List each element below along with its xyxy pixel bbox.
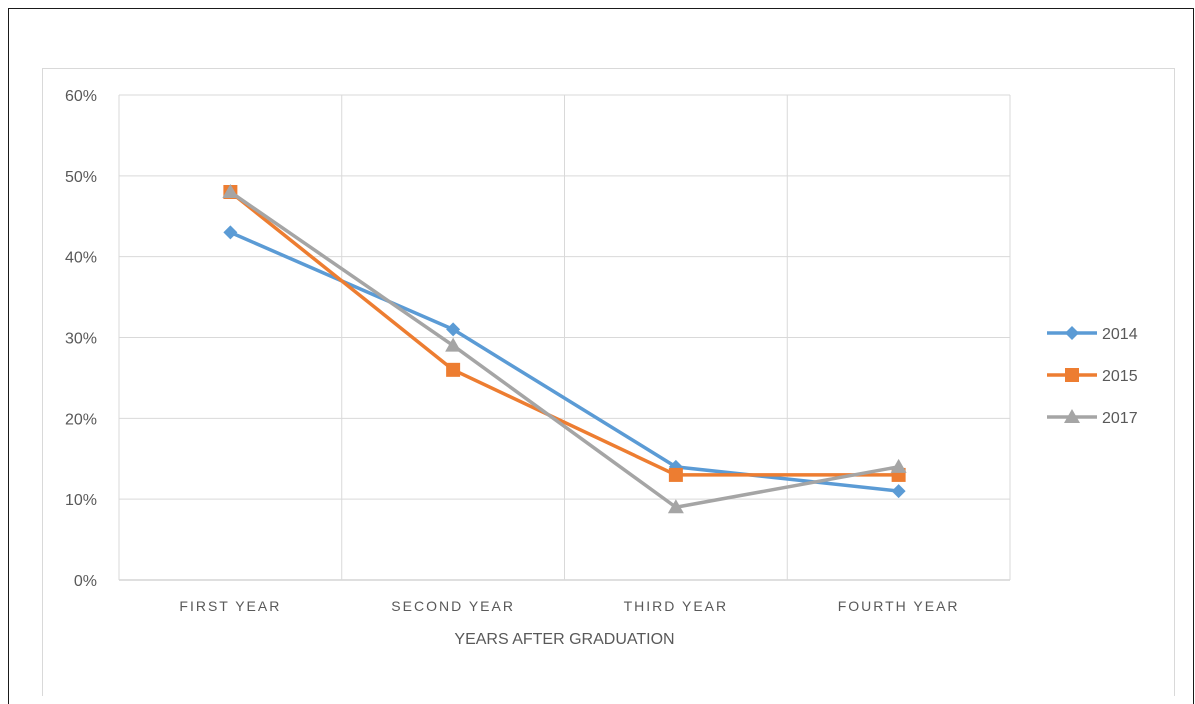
legend: 2014 2015 2017 bbox=[1047, 326, 1138, 427]
series-2017 bbox=[222, 184, 907, 514]
legend-item-2017: 2017 bbox=[1047, 409, 1138, 427]
y-axis-tick-labels: 0% 10% 20% 30% 40% 50% 60% bbox=[65, 88, 97, 590]
series-line bbox=[229, 190, 899, 477]
series-line bbox=[229, 190, 899, 509]
y-tick-label: 40% bbox=[65, 250, 97, 267]
data-point-triangle bbox=[1064, 409, 1080, 423]
data-point-square bbox=[668, 467, 683, 482]
legend-label: 2015 bbox=[1102, 368, 1138, 385]
gridlines bbox=[118, 94, 1011, 581]
y-tick-label: 0% bbox=[74, 573, 97, 590]
y-tick-label: 20% bbox=[65, 411, 97, 428]
data-point-diamond bbox=[223, 225, 238, 240]
figure-frame bbox=[8, 8, 1194, 704]
x-tick-label: FIRST YEAR bbox=[179, 598, 281, 614]
x-axis-title: YEARS AFTER GRADUATION bbox=[454, 631, 674, 648]
legend-label: 2014 bbox=[1102, 326, 1138, 343]
data-point-triangle bbox=[667, 499, 684, 514]
legend-item-2015: 2015 bbox=[1047, 368, 1138, 385]
data-point-triangle bbox=[890, 458, 907, 473]
data-point-triangle bbox=[222, 184, 239, 198]
legend-label: 2017 bbox=[1102, 410, 1138, 427]
data-point-square bbox=[1065, 368, 1079, 382]
y-tick-label: 10% bbox=[65, 492, 97, 509]
x-axis-tick-labels: FIRST YEAR SECOND YEAR THIRD YEAR FOURTH YE… bbox=[179, 598, 960, 614]
legend-item-2014: 2014 bbox=[1047, 326, 1138, 343]
x-tick-label: FOURTH YEAR bbox=[838, 598, 960, 614]
x-tick-label: SECOND YEAR bbox=[391, 598, 515, 614]
y-tick-label: 60% bbox=[65, 88, 97, 105]
chart-area bbox=[42, 68, 1175, 696]
series-2015 bbox=[223, 185, 906, 482]
data-point-diamond bbox=[446, 322, 461, 337]
series-group bbox=[222, 184, 907, 514]
data-point-square bbox=[446, 362, 461, 377]
data-point-triangle bbox=[445, 337, 462, 352]
data-point-diamond bbox=[1065, 326, 1079, 340]
data-point-diamond bbox=[891, 484, 906, 499]
y-tick-label: 30% bbox=[65, 331, 97, 348]
y-tick-label: 50% bbox=[65, 169, 97, 186]
x-tick-label: THIRD YEAR bbox=[624, 598, 729, 614]
